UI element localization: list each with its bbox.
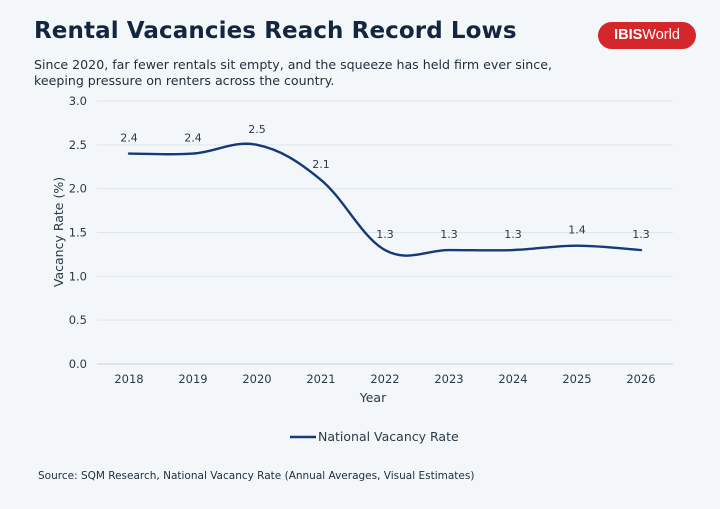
legend-label: National Vacancy Rate: [318, 429, 459, 444]
x-tick-label: 2022: [370, 372, 399, 386]
data-label: 1.4: [568, 224, 586, 237]
x-axis-title: Year: [359, 390, 387, 405]
data-label: 2.5: [248, 123, 266, 136]
grid-layer: [97, 100, 673, 365]
x-tick-label: 2025: [562, 372, 591, 386]
data-label: 1.3: [632, 228, 650, 241]
y-tick-label: 3.0: [69, 94, 87, 108]
y-tick-label: 2.5: [69, 138, 87, 152]
y-tick-label: 1.5: [69, 226, 87, 240]
y-tick-label: 0.5: [69, 313, 87, 327]
x-tick-label: 2019: [178, 372, 207, 386]
data-label: 2.4: [120, 132, 138, 145]
data-label: 2.4: [184, 132, 202, 145]
data-label: 2.1: [312, 158, 330, 171]
logo-bold-text: IBIS: [614, 27, 643, 43]
x-tick-label: 2018: [114, 372, 143, 386]
x-axis: 2018 2019 2020 2021 2022 2023 2024 2025 2026: [114, 372, 655, 386]
ibisworld-logo: IBISWorld: [598, 22, 696, 49]
data-label: 1.3: [440, 228, 458, 241]
source-note: Source: SQM Research, National Vacancy R…: [38, 470, 475, 482]
series-line: [127, 142, 643, 257]
legend: National Vacancy Rate: [290, 429, 459, 444]
logo-rest-text: World: [642, 27, 680, 43]
series-layer: [127, 142, 643, 257]
y-tick-label: 1.0: [69, 269, 87, 283]
x-tick-label: 2020: [242, 372, 271, 386]
y-axis-title: Vacancy Rate (%): [51, 177, 66, 287]
x-tick-label: 2021: [306, 372, 335, 386]
chart-subtitle: Since 2020, far fewer rentals sit empty,…: [34, 57, 552, 88]
x-tick-label: 2023: [434, 372, 463, 386]
page-title: Rental Vacancies Reach Record Lows: [34, 18, 517, 44]
data-label: 1.3: [504, 228, 522, 241]
data-label: 1.3: [376, 228, 394, 241]
data-labels: 2.4 2.4 2.5 2.1 1.3 1.3 1.3 1.4 1.3: [120, 123, 650, 241]
x-tick-label: 2026: [626, 372, 655, 386]
y-axis: 0.0 0.5 1.0 1.5 2.0 2.5 3.0: [69, 94, 87, 371]
line-chart: 0.00.51.01.52.02.53.0 2018 2019 2020 2021 20…: [51, 94, 673, 444]
y-tick-label: 0.0: [69, 357, 87, 371]
x-tick-label: 2024: [498, 372, 527, 386]
y-tick-label: 2.0: [69, 182, 87, 196]
